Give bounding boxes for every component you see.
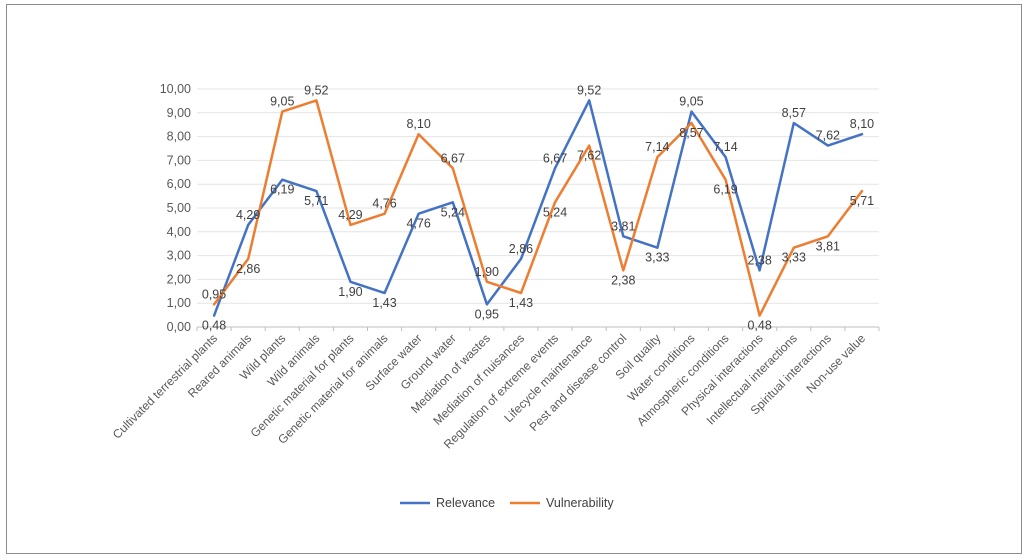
data-label-vulnerability: 1,43 — [509, 296, 533, 310]
legend-entry: Vulnerability — [546, 496, 614, 510]
data-label-relevance: 2,38 — [747, 253, 771, 267]
data-label-vulnerability: 5,71 — [850, 194, 874, 208]
chart-frame: 0,00 1,00 2,00 3,00 4,00 5,00 6,00 7,00 8,00 9,00… — [6, 4, 1022, 554]
data-label-vulnerability: 3,33 — [782, 251, 806, 265]
data-label-vulnerability: 3,81 — [816, 239, 840, 253]
y-tick-label: 7,00 — [167, 153, 191, 167]
data-label-relevance: 7,62 — [816, 129, 840, 143]
data-label-relevance: 4,76 — [406, 217, 430, 231]
y-tick-label: 5,00 — [167, 201, 191, 215]
data-label-vulnerability: 2,86 — [236, 262, 260, 276]
data-label-vulnerability: 8,10 — [406, 117, 430, 131]
data-label-vulnerability: 0,95 — [202, 287, 226, 301]
data-label-relevance: 1,90 — [338, 285, 362, 299]
y-tick-label: 4,00 — [167, 225, 191, 239]
series-line-relevance — [212, 99, 864, 317]
data-label-vulnerability: 6,19 — [713, 183, 737, 197]
data-label-vulnerability: 0,48 — [747, 319, 771, 333]
data-label-vulnerability: 7,62 — [577, 149, 601, 163]
y-tick-label: 8,00 — [167, 130, 191, 144]
data-label-relevance: 3,81 — [611, 219, 635, 233]
data-label-relevance: 6,19 — [270, 183, 294, 197]
y-tick-label: 10,00 — [160, 82, 191, 96]
data-label-vulnerability: 6,67 — [441, 151, 465, 165]
data-label-vulnerability: 4,29 — [338, 208, 362, 222]
data-label-relevance: 4,29 — [236, 208, 260, 222]
data-label-relevance: 8,10 — [850, 117, 874, 131]
legend-entry: Relevance — [436, 496, 495, 510]
y-tick-label: 9,00 — [167, 106, 191, 120]
data-label-vulnerability: 8,57 — [679, 126, 703, 140]
data-label-relevance: 0,48 — [202, 319, 226, 333]
data-label-vulnerability: 7,14 — [645, 140, 669, 154]
y-tick-label: 1,00 — [167, 296, 191, 310]
data-label-vulnerability: 4,76 — [372, 197, 396, 211]
data-label-relevance: 6,67 — [543, 151, 567, 165]
data-label-relevance: 1,43 — [372, 296, 396, 310]
data-label-vulnerability: 5,24 — [543, 205, 567, 219]
data-label-relevance: 3,33 — [645, 251, 669, 265]
y-tick-label: 2,00 — [167, 272, 191, 286]
data-label-relevance: 5,24 — [441, 205, 465, 219]
data-label-relevance: 8,57 — [782, 106, 806, 120]
data-label-vulnerability: 9,05 — [270, 95, 294, 109]
data-label-vulnerability: 2,38 — [611, 273, 635, 287]
y-tick-label: 0,00 — [167, 320, 191, 334]
data-label-vulnerability: 1,90 — [475, 265, 499, 279]
data-label-relevance: 0,95 — [475, 307, 499, 321]
data-label-relevance: 7,14 — [713, 140, 737, 154]
y-tick-label: 3,00 — [167, 249, 191, 263]
data-label-relevance: 9,05 — [679, 95, 703, 109]
series-line-vulnerability — [212, 99, 864, 317]
line-chart: 0,00 1,00 2,00 3,00 4,00 5,00 6,00 7,00 8,00 9,00… — [110, 82, 880, 510]
y-tick-label: 6,00 — [167, 177, 191, 191]
data-label-relevance: 2,86 — [509, 242, 533, 256]
data-label-relevance: 5,71 — [304, 194, 328, 208]
data-label-relevance: 9,52 — [577, 83, 601, 97]
data-label-vulnerability: 9,52 — [304, 83, 328, 97]
